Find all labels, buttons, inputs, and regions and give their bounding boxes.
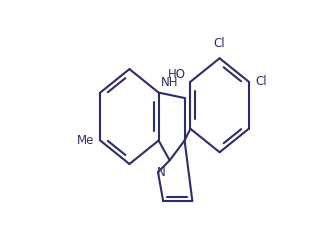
Text: N: N: [157, 166, 165, 179]
Text: HO: HO: [168, 68, 186, 81]
Text: Cl: Cl: [255, 75, 267, 88]
Text: Me: Me: [77, 134, 94, 147]
Text: Cl: Cl: [214, 37, 225, 50]
Text: NH: NH: [161, 76, 178, 89]
